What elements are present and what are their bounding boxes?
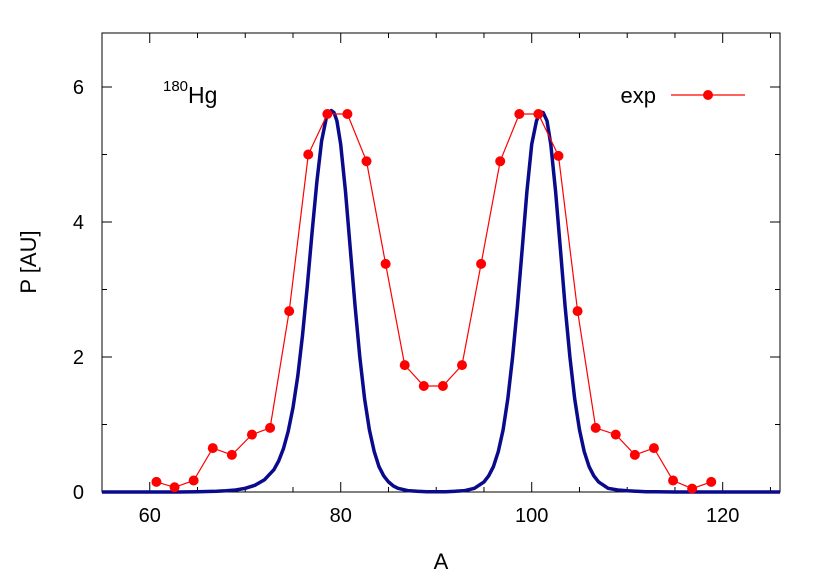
x-tick-label: 60	[139, 505, 161, 527]
data-point-exp	[457, 360, 468, 371]
data-point-exp	[514, 109, 525, 119]
data-point-exp	[648, 443, 659, 454]
x-tick-label: 80	[330, 505, 352, 527]
y-axis-title: P [AU]	[16, 230, 41, 293]
data-point-exp	[629, 449, 640, 460]
y-tick-label: 4	[73, 212, 84, 234]
data-point-exp	[437, 381, 448, 392]
data-point-exp	[399, 360, 410, 371]
data-point-exp	[706, 476, 717, 487]
legend-marker-exp	[703, 90, 713, 100]
data-point-exp	[303, 149, 314, 160]
data-point-exp	[476, 258, 487, 269]
data-point-exp	[226, 449, 237, 460]
data-point-exp	[380, 258, 391, 269]
x-tick-label: 100	[515, 505, 548, 527]
data-point-exp	[553, 150, 564, 161]
data-point-exp	[151, 476, 162, 487]
plot-area	[102, 108, 780, 494]
series-line-exp	[156, 113, 712, 490]
series-line-theory	[102, 108, 780, 494]
isotope-annotation: 180Hg	[163, 78, 217, 108]
data-point-exp	[246, 429, 257, 440]
data-point-exp	[533, 109, 544, 119]
mass-number: 180	[163, 78, 188, 95]
x-tick-label: 120	[706, 505, 739, 527]
data-point-exp	[207, 443, 218, 454]
axes: 60 80 100 120 0 2 4 6	[73, 32, 781, 527]
data-point-exp	[322, 109, 333, 119]
data-point-exp	[495, 156, 506, 167]
data-point-exp	[572, 306, 583, 317]
data-point-exp	[590, 422, 601, 433]
y-tick-label: 2	[73, 347, 84, 369]
data-point-exp	[361, 156, 372, 167]
data-point-exp	[687, 483, 698, 494]
legend: exp	[621, 83, 745, 108]
data-point-exp	[169, 482, 180, 493]
y-tick-label: 6	[73, 77, 84, 99]
element-symbol: Hg	[188, 82, 217, 108]
legend-label-exp: exp	[621, 83, 656, 108]
data-point-exp	[284, 306, 295, 317]
data-point-exp	[418, 381, 429, 392]
data-point-exp	[265, 422, 276, 433]
data-point-exp	[188, 475, 199, 486]
x-axis-title: A	[434, 549, 449, 574]
data-point-exp	[668, 475, 679, 486]
y-tick-label: 0	[73, 482, 84, 504]
data-point-exp	[342, 109, 353, 119]
data-point-exp	[610, 429, 621, 440]
